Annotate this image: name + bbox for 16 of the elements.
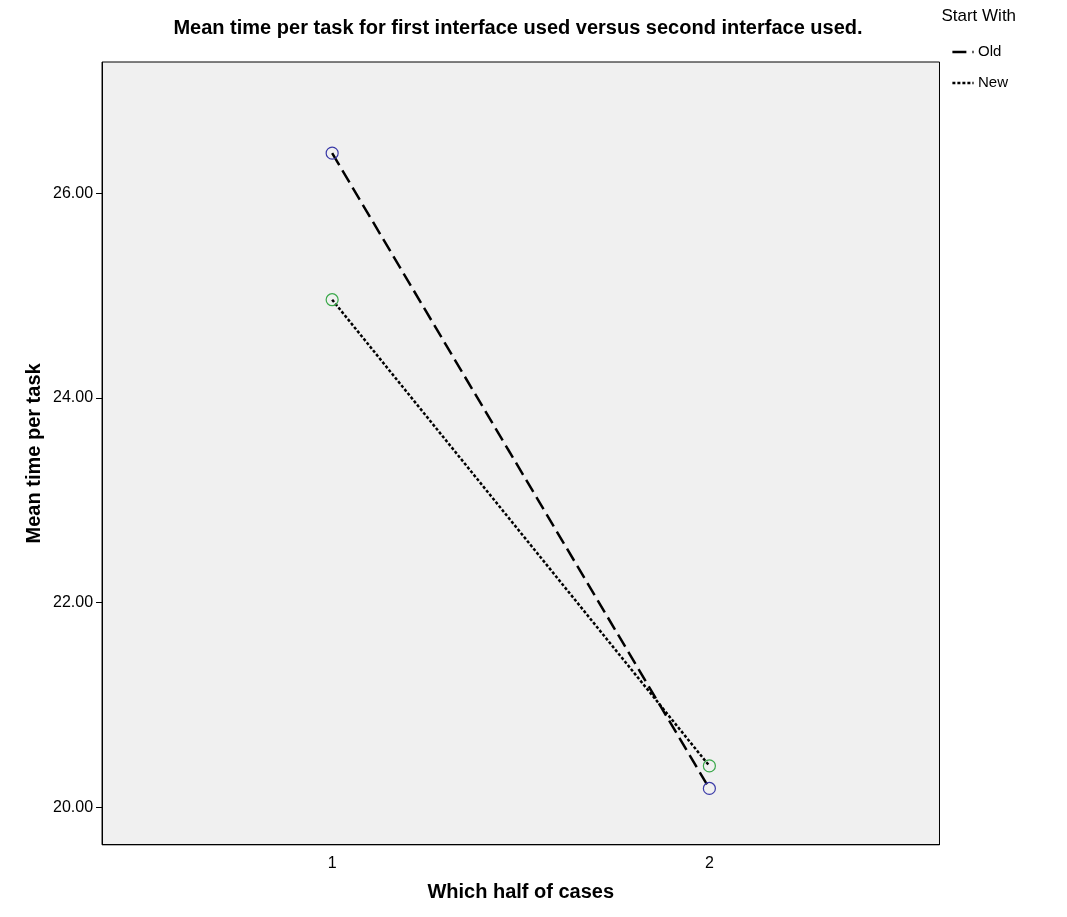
legend-label: Old <box>977 42 1002 60</box>
y-axis-title: Mean time per task <box>21 362 44 544</box>
y-tick-label: 26.00 <box>52 183 94 201</box>
x-axis-title: Which half of cases <box>427 879 615 902</box>
legend-title: Start With <box>941 6 1017 26</box>
y-tick-label: 20.00 <box>52 798 94 816</box>
point <box>325 293 339 307</box>
point <box>325 146 339 160</box>
chart-title: Mean time per task for first interface used versus second interface used. <box>173 15 863 38</box>
y-tick-label: 22.00 <box>52 593 94 611</box>
legend-label: New <box>977 73 1009 91</box>
x-tick-label: 1 <box>327 853 337 871</box>
x-tick-label: 2 <box>704 853 714 871</box>
y-tick-label: 24.00 <box>52 388 94 406</box>
point <box>702 781 716 796</box>
point <box>702 759 716 773</box>
